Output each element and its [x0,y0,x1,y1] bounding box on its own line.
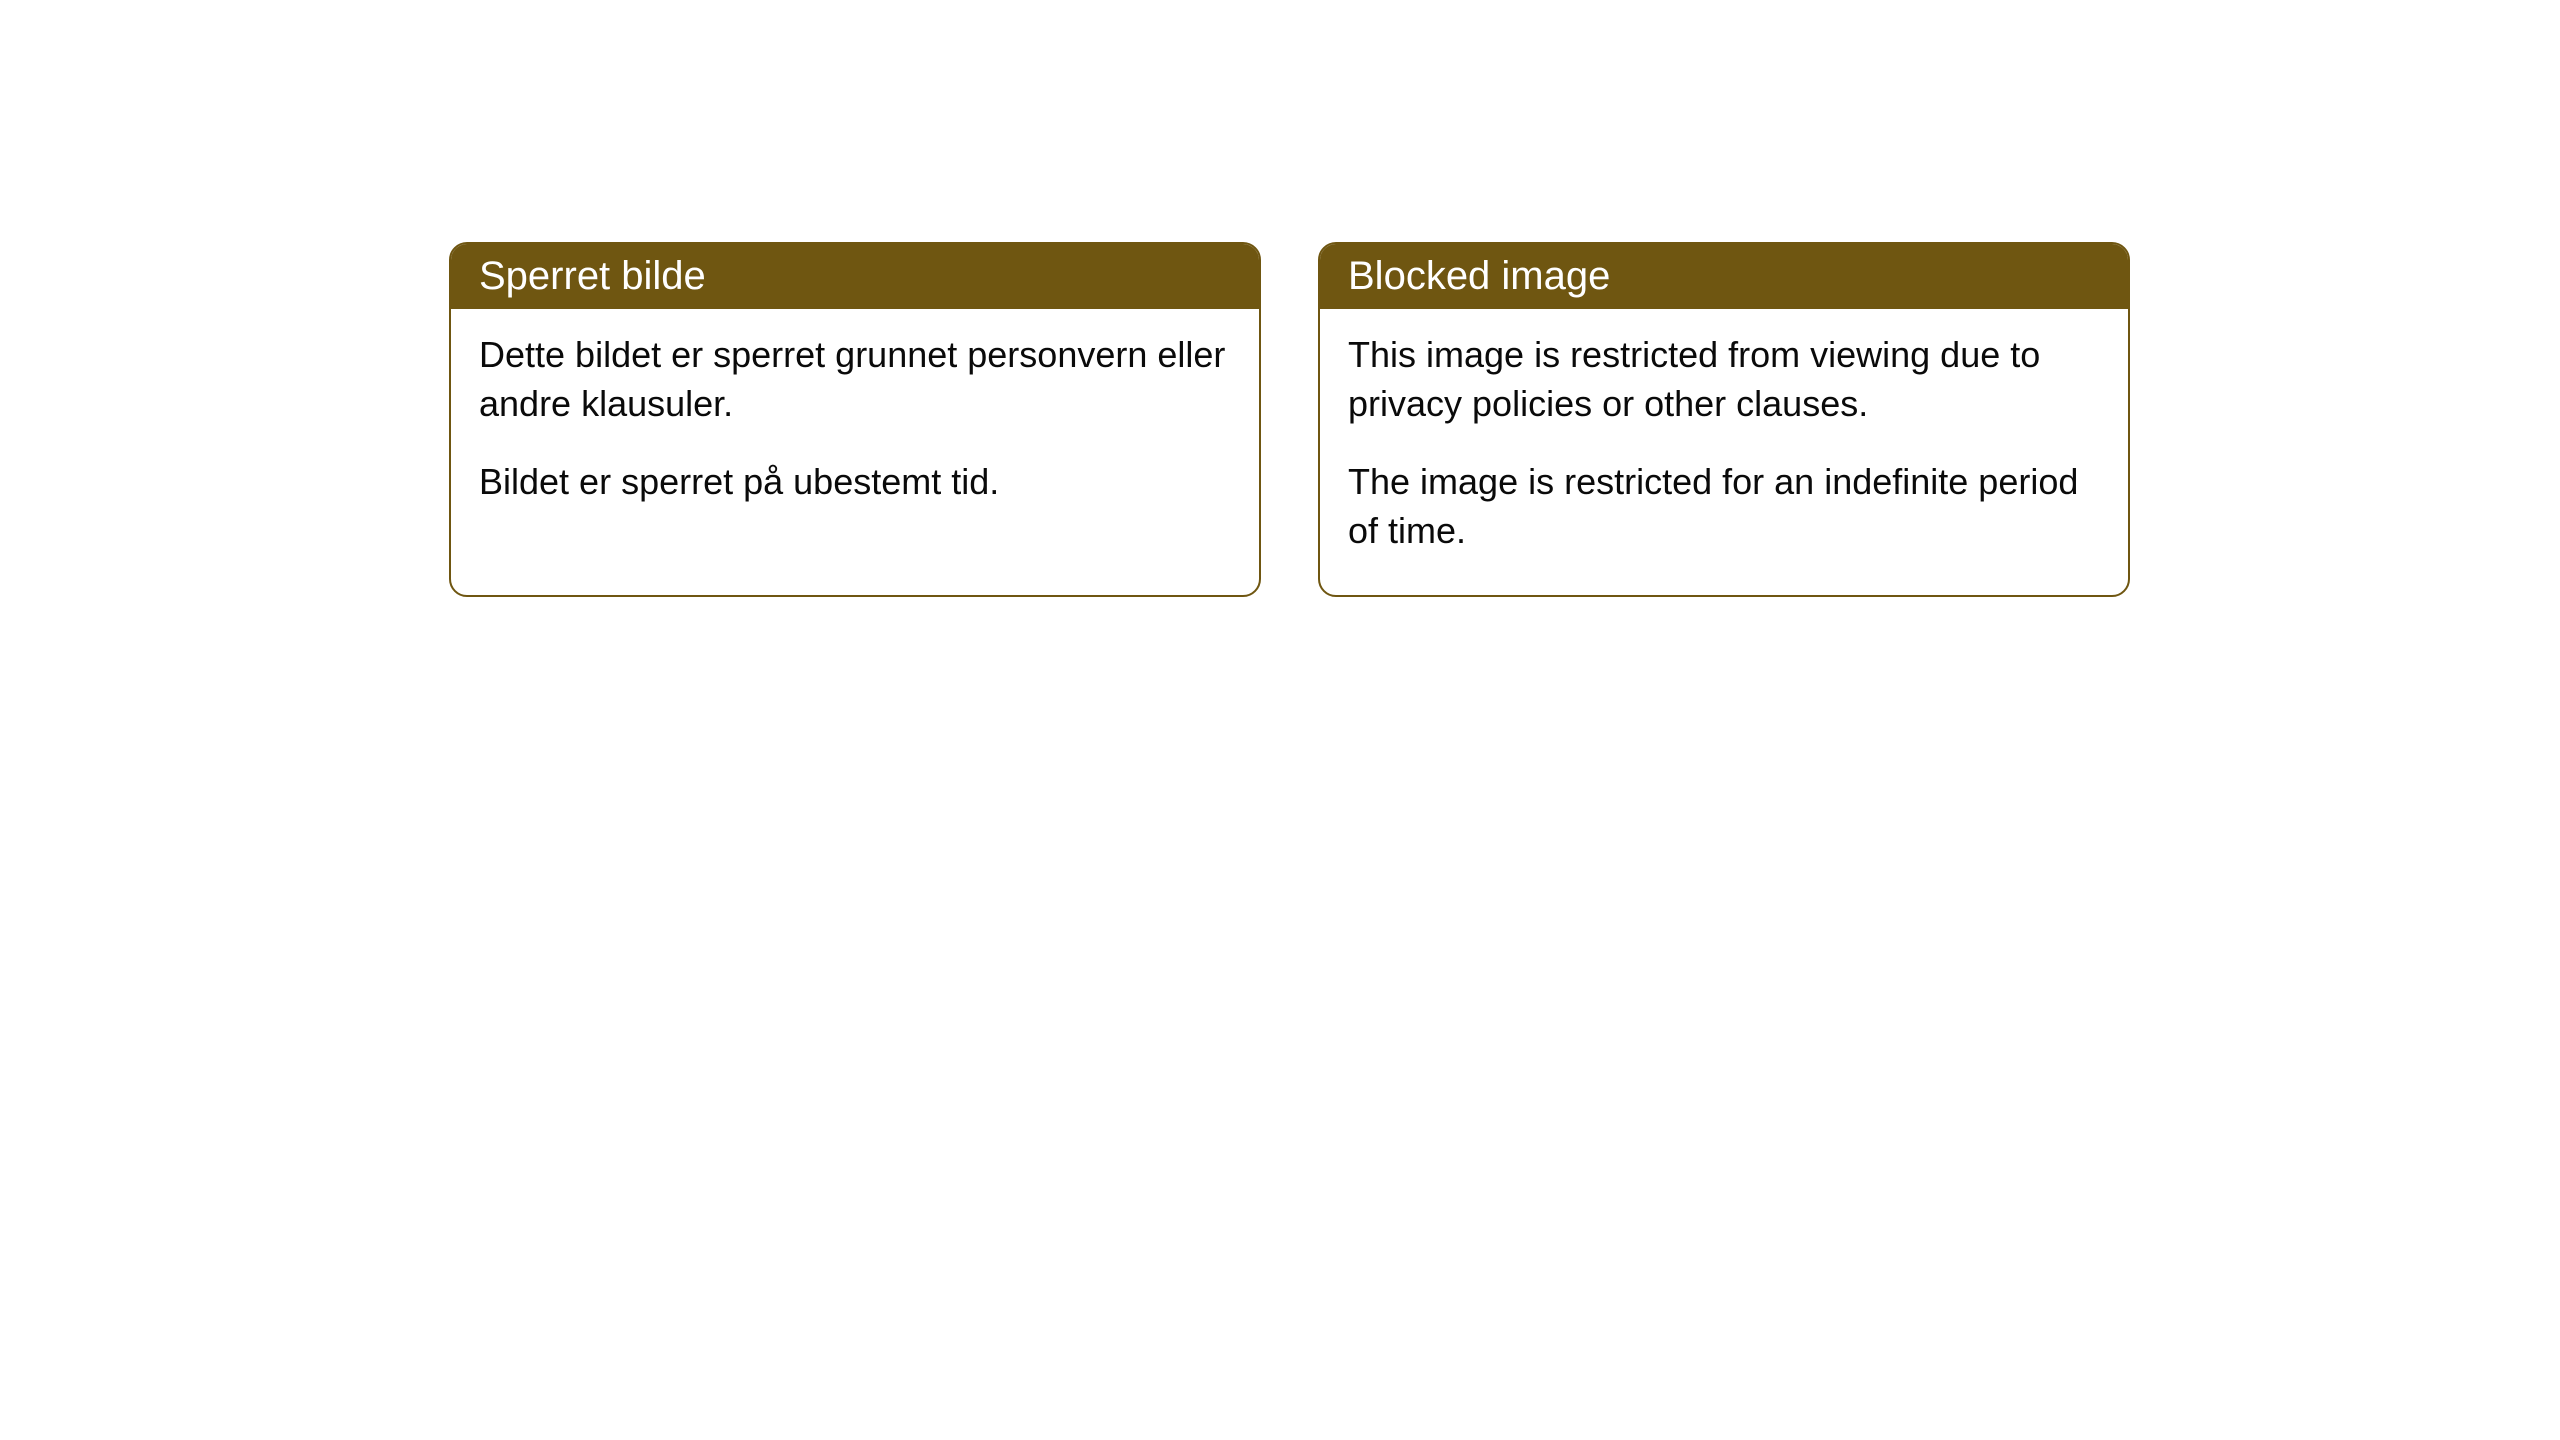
blocked-image-card-norwegian: Sperret bilde Dette bildet er sperret gr… [449,242,1261,597]
card-paragraph: Dette bildet er sperret grunnet personve… [479,331,1231,428]
card-paragraph: This image is restricted from viewing du… [1348,331,2100,428]
card-paragraph: Bildet er sperret på ubestemt tid. [479,458,1231,507]
card-header-norwegian: Sperret bilde [451,244,1259,309]
blocked-image-card-english: Blocked image This image is restricted f… [1318,242,2130,597]
notice-cards-container: Sperret bilde Dette bildet er sperret gr… [449,242,2130,597]
card-paragraph: The image is restricted for an indefinit… [1348,458,2100,555]
card-body-english: This image is restricted from viewing du… [1320,309,2128,595]
card-body-norwegian: Dette bildet er sperret grunnet personve… [451,309,1259,547]
card-header-english: Blocked image [1320,244,2128,309]
